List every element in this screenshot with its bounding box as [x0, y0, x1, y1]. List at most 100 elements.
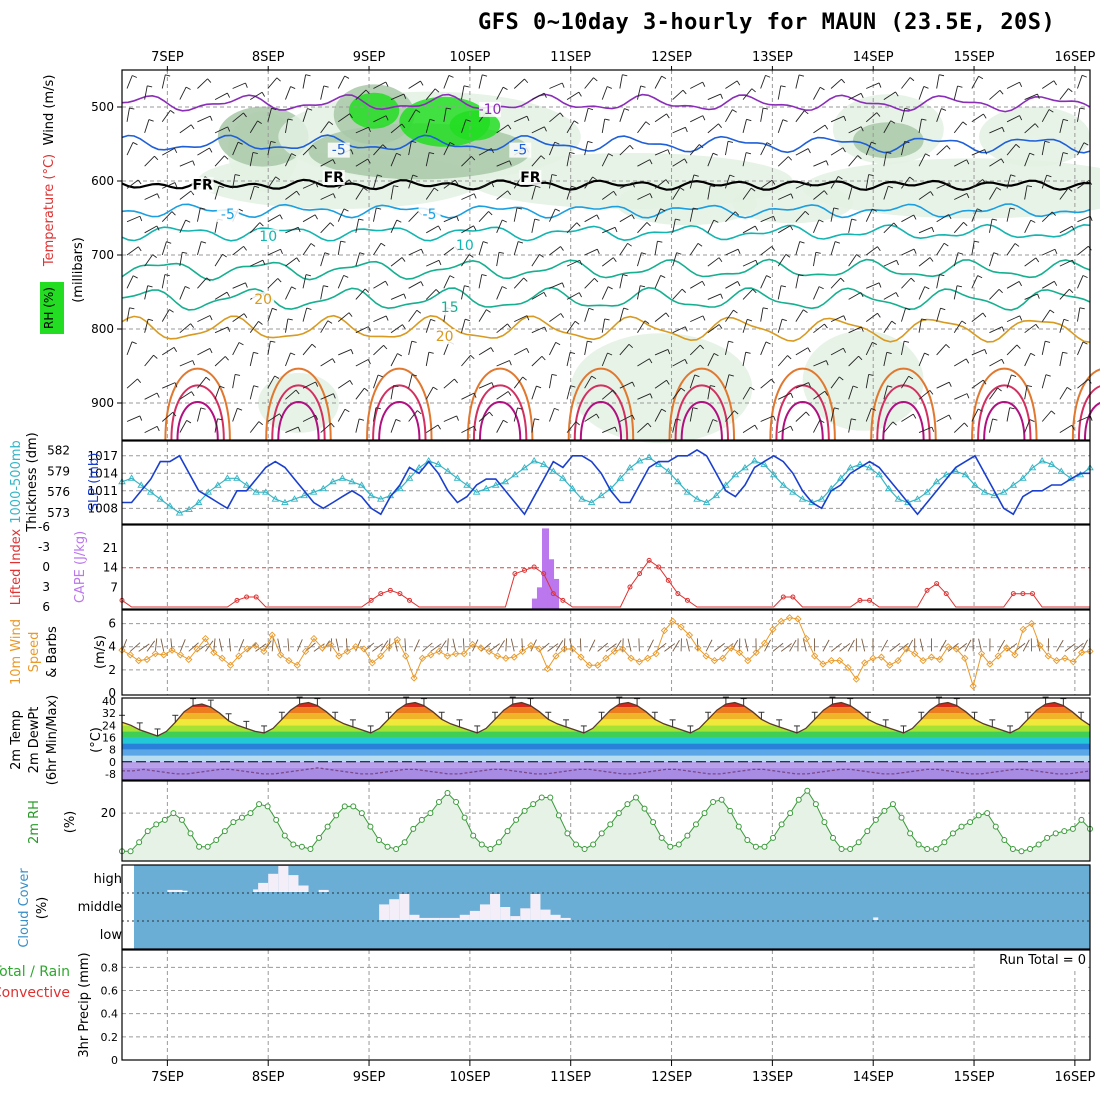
- wind-barb-flag: [825, 360, 829, 366]
- wind-barb-flag: [270, 340, 276, 343]
- wind-barb-staff: [953, 85, 959, 100]
- wind-barb-staff: [813, 323, 825, 334]
- rh2m-point: [761, 843, 768, 850]
- wind-barb-staff: [918, 257, 931, 267]
- wind-barb-staff: [883, 292, 897, 300]
- wind-barb-flag: [359, 252, 365, 255]
- wind-barb-staff: [1006, 174, 1012, 189]
- wind-barb-staff: [249, 185, 255, 200]
- wind-barb-staff: [778, 193, 792, 200]
- wind-barb-flag: [856, 254, 861, 258]
- cape-ylabel: CAPE (J/kg): [73, 531, 88, 603]
- rh2m-point: [924, 846, 931, 853]
- wind-barb-flag: [913, 214, 917, 220]
- wind-barb-flag: [1000, 158, 1005, 164]
- wind-barb-staff: [461, 285, 465, 300]
- wind-barb-staff: [601, 318, 606, 333]
- wind-barb-10m: [1022, 639, 1030, 652]
- wind-barb-flag: [156, 426, 160, 432]
- wind-barb-staff: [302, 307, 308, 322]
- wind-barb-staff: [690, 315, 704, 323]
- wind-barb-staff: [302, 274, 307, 289]
- wind-barb-flag: [1026, 185, 1033, 188]
- wind-speed-point: [635, 658, 644, 666]
- wind-barb-flag: [137, 378, 142, 384]
- wind-barb-staff: [249, 385, 255, 400]
- rh2m-point: [564, 830, 571, 837]
- wind-barb-staff: [654, 408, 662, 422]
- wind-speed-point: [694, 644, 702, 652]
- temp-ylabel: 2m Temp: [9, 710, 24, 770]
- lifted-tick-label: 3: [42, 580, 50, 594]
- contour-label: -5: [513, 143, 527, 159]
- wind-barb-flag: [227, 92, 231, 98]
- wind-barb-staff: [971, 349, 985, 356]
- wind-barb-staff: [584, 108, 589, 122]
- wind10m-ylabel-2: Speed: [27, 632, 42, 673]
- wind-barb-flag: [929, 390, 934, 395]
- wind-speed-point: [660, 626, 669, 635]
- wind-speed-point: [702, 652, 710, 660]
- wind-barb-flag: [245, 82, 248, 88]
- wind-barb-flag: [489, 411, 494, 417]
- wind-barb-flag: [594, 277, 599, 283]
- wind-barb-flag: [596, 248, 600, 254]
- wind-barb-staff: [179, 323, 191, 334]
- wind-barb-flag: [139, 216, 143, 222]
- wind-barb-flag: [614, 227, 618, 233]
- wind-barb-staff: [496, 219, 503, 233]
- wind-barb-flag: [131, 341, 137, 345]
- wind-barb-flag: [667, 349, 671, 355]
- wind-speed-point: [518, 647, 527, 655]
- wind-barb-flag: [344, 75, 350, 79]
- rh2m-point: [958, 823, 965, 830]
- wind-barb-flag: [328, 121, 334, 125]
- wind-barb-staff: [584, 375, 593, 389]
- wind-barb-staff: [320, 393, 334, 400]
- wind-barb-staff: [724, 141, 729, 156]
- warm-contour-arch: [674, 384, 730, 441]
- wind-speed-point: [427, 651, 435, 659]
- wind-barb-staff: [373, 280, 386, 289]
- wind-barb-flag: [358, 218, 364, 221]
- wind-barb-10m: [686, 638, 690, 652]
- wind-barb-staff: [936, 108, 942, 122]
- wind-barb-staff: [883, 222, 895, 234]
- wind-speed-point: [844, 663, 852, 672]
- temp-color-band: [122, 743, 1090, 750]
- wind-barb-flag: [534, 418, 540, 421]
- wind-barb-staff: [197, 115, 211, 123]
- wind-barb-10m: [510, 638, 515, 652]
- wind-speed-point: [610, 647, 618, 655]
- rh2m-point: [264, 803, 271, 810]
- wind10m-unit: (m/s): [93, 635, 108, 669]
- bottom-date-label: 14SEP: [853, 1070, 894, 1085]
- wind-barb-staff: [584, 141, 589, 156]
- wind-barb-staff: [971, 379, 984, 389]
- contour-label-bg: [216, 207, 239, 222]
- thickness-point: [329, 477, 337, 485]
- rh2m-point: [1018, 848, 1025, 855]
- cloud-bar: [399, 894, 410, 920]
- wind-barb-staff: [443, 378, 455, 389]
- wind-barb-staff: [161, 241, 167, 256]
- top-date-label: 9SEP: [353, 50, 386, 65]
- wind-barb-10m: [238, 639, 245, 652]
- wind-barb-staff: [672, 158, 685, 167]
- wind-barb-flag: [329, 222, 335, 227]
- wind-barb-10m: [296, 639, 303, 652]
- wind-speed-point: [752, 648, 760, 657]
- wind-barb-staff: [161, 110, 171, 123]
- wind-barb-staff: [654, 241, 658, 256]
- wind-barb-staff: [619, 274, 624, 289]
- wind-barb-staff: [461, 355, 471, 367]
- wind-speed-point: [785, 614, 794, 622]
- wind-barb-staff: [989, 326, 1003, 334]
- wind-barb-flag: [604, 118, 610, 121]
- thickness-point: [463, 481, 471, 488]
- contour-label-bg: [519, 170, 542, 185]
- wind-barb-staff: [126, 307, 130, 322]
- wind-barb-flag: [632, 381, 635, 387]
- wind-barb-staff: [1041, 410, 1052, 422]
- wind-barb-flag: [262, 259, 266, 265]
